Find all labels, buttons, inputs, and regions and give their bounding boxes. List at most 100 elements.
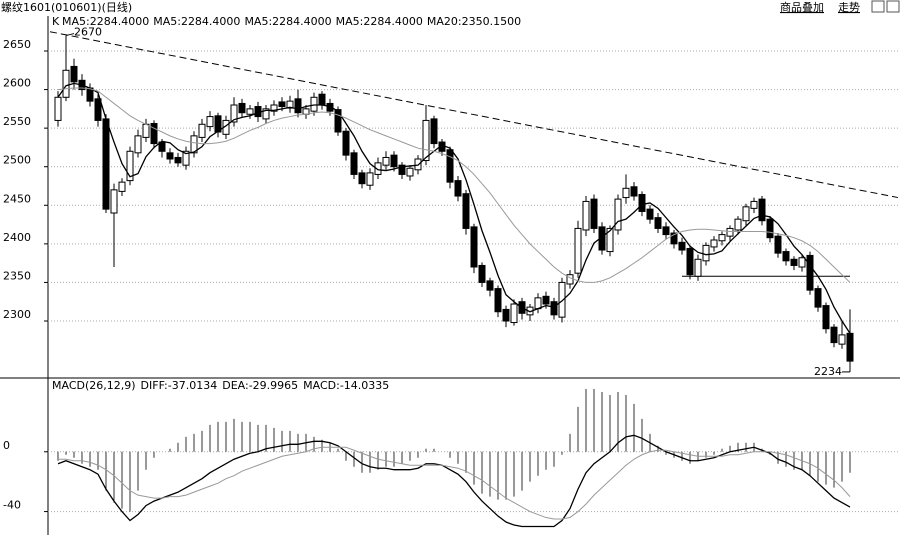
- y-tick-label: 2650: [3, 38, 31, 51]
- candle-body: [430, 118, 438, 145]
- candle-body: [662, 226, 670, 236]
- candle-body: [758, 198, 766, 222]
- candle-body: [470, 226, 478, 268]
- candle-body: [134, 135, 142, 154]
- candle-body: [150, 123, 158, 145]
- candle-body: [478, 264, 486, 283]
- candle-body: [270, 104, 278, 112]
- candle-body: [502, 308, 510, 322]
- y-tick-label: 2300: [3, 308, 31, 321]
- candle-body: [534, 297, 542, 310]
- candle-body: [70, 65, 78, 83]
- candle-body: [374, 162, 382, 175]
- y-tick-label: 2450: [3, 192, 31, 205]
- icon-button[interactable]: [871, 0, 885, 13]
- candle-body: [686, 247, 694, 276]
- candle-body: [822, 305, 830, 330]
- y-tick-label: -40: [3, 499, 21, 512]
- candle-body: [230, 104, 238, 123]
- candle-body: [614, 198, 622, 231]
- candle-body: [590, 198, 598, 229]
- candle-body: [62, 69, 70, 98]
- indicator-line: [58, 446, 851, 520]
- legend-entry: K: [52, 15, 60, 28]
- candle-body: [806, 254, 814, 291]
- y-tick-label: 2350: [3, 269, 31, 282]
- overlay-button[interactable]: 商品叠加: [780, 0, 824, 14]
- candle-body: [774, 235, 782, 254]
- trend-button[interactable]: 走势: [838, 1, 860, 14]
- candle-body: [326, 102, 334, 112]
- candle-body: [54, 96, 62, 121]
- candle-body: [358, 172, 366, 185]
- y-tick-label: 0: [3, 439, 10, 452]
- candle-body: [814, 288, 822, 308]
- candle-body: [838, 334, 846, 345]
- candle-body: [398, 164, 406, 175]
- candle-body: [622, 187, 630, 199]
- candle-body: [454, 180, 462, 197]
- legend-entry: MA5:2284.4000: [62, 15, 149, 28]
- candle-body: [110, 189, 118, 214]
- candle-body: [726, 227, 734, 237]
- candle-body: [422, 119, 430, 162]
- legend-entry: DIFF:-37.0134: [141, 379, 218, 392]
- candle-body: [286, 100, 294, 109]
- candle-body: [654, 217, 662, 229]
- candle-body: [718, 234, 726, 242]
- candle-body: [494, 288, 502, 313]
- candle-body: [278, 101, 286, 108]
- candle-body: [630, 186, 638, 197]
- candle-body: [190, 135, 198, 154]
- y-tick-label: 2550: [3, 115, 31, 128]
- candle-body: [782, 251, 790, 262]
- annotation-leader: [65, 33, 75, 37]
- window-title: 螺纹1601(010601)(日线): [1, 0, 132, 14]
- candle-body: [406, 167, 414, 177]
- candle-body: [390, 154, 398, 168]
- legend-entry: MACD(26,12,9): [52, 379, 136, 392]
- trend-line: [49, 31, 899, 199]
- legend-entry: DEA:-29.9965: [222, 379, 298, 392]
- candle-body: [646, 208, 654, 220]
- candle-body: [766, 218, 774, 239]
- candle-body: [678, 241, 686, 251]
- candle-body: [366, 172, 374, 186]
- candle-body: [582, 200, 590, 231]
- candle-body: [182, 150, 190, 166]
- candle-body: [558, 281, 566, 318]
- legend-entry: MA20:2350.1500: [427, 15, 521, 28]
- candle-body: [238, 102, 246, 114]
- legend-entry: MA5:2284.4000: [336, 15, 423, 28]
- candle-body: [734, 218, 742, 231]
- candle-body: [342, 130, 350, 156]
- candle-body: [382, 156, 390, 166]
- candle-body: [798, 257, 806, 268]
- candle-body: [294, 98, 302, 114]
- candle-body: [262, 108, 270, 120]
- candle-body: [350, 152, 358, 175]
- candle-body: [846, 332, 854, 362]
- candle-body: [830, 326, 838, 344]
- indicator-line: [57, 82, 851, 334]
- candle-body: [542, 295, 550, 305]
- candle-body: [94, 98, 102, 121]
- candle-body: [742, 206, 750, 222]
- candle-body: [206, 116, 214, 128]
- candle-body: [166, 152, 174, 160]
- candle-body: [118, 181, 126, 192]
- y-tick-label: 2600: [3, 77, 31, 90]
- candle-body: [574, 227, 582, 274]
- candle-body: [446, 149, 454, 183]
- icon-button[interactable]: [886, 0, 900, 13]
- candle-body: [318, 93, 326, 106]
- legend-entry: MA5:2284.4000: [153, 15, 240, 28]
- candle-body: [750, 200, 758, 209]
- candle-body: [510, 303, 518, 324]
- candle-body: [142, 123, 150, 138]
- legend-entry: MA5:2284.4000: [244, 15, 331, 28]
- candle-body: [462, 193, 470, 229]
- candle-body: [710, 239, 718, 248]
